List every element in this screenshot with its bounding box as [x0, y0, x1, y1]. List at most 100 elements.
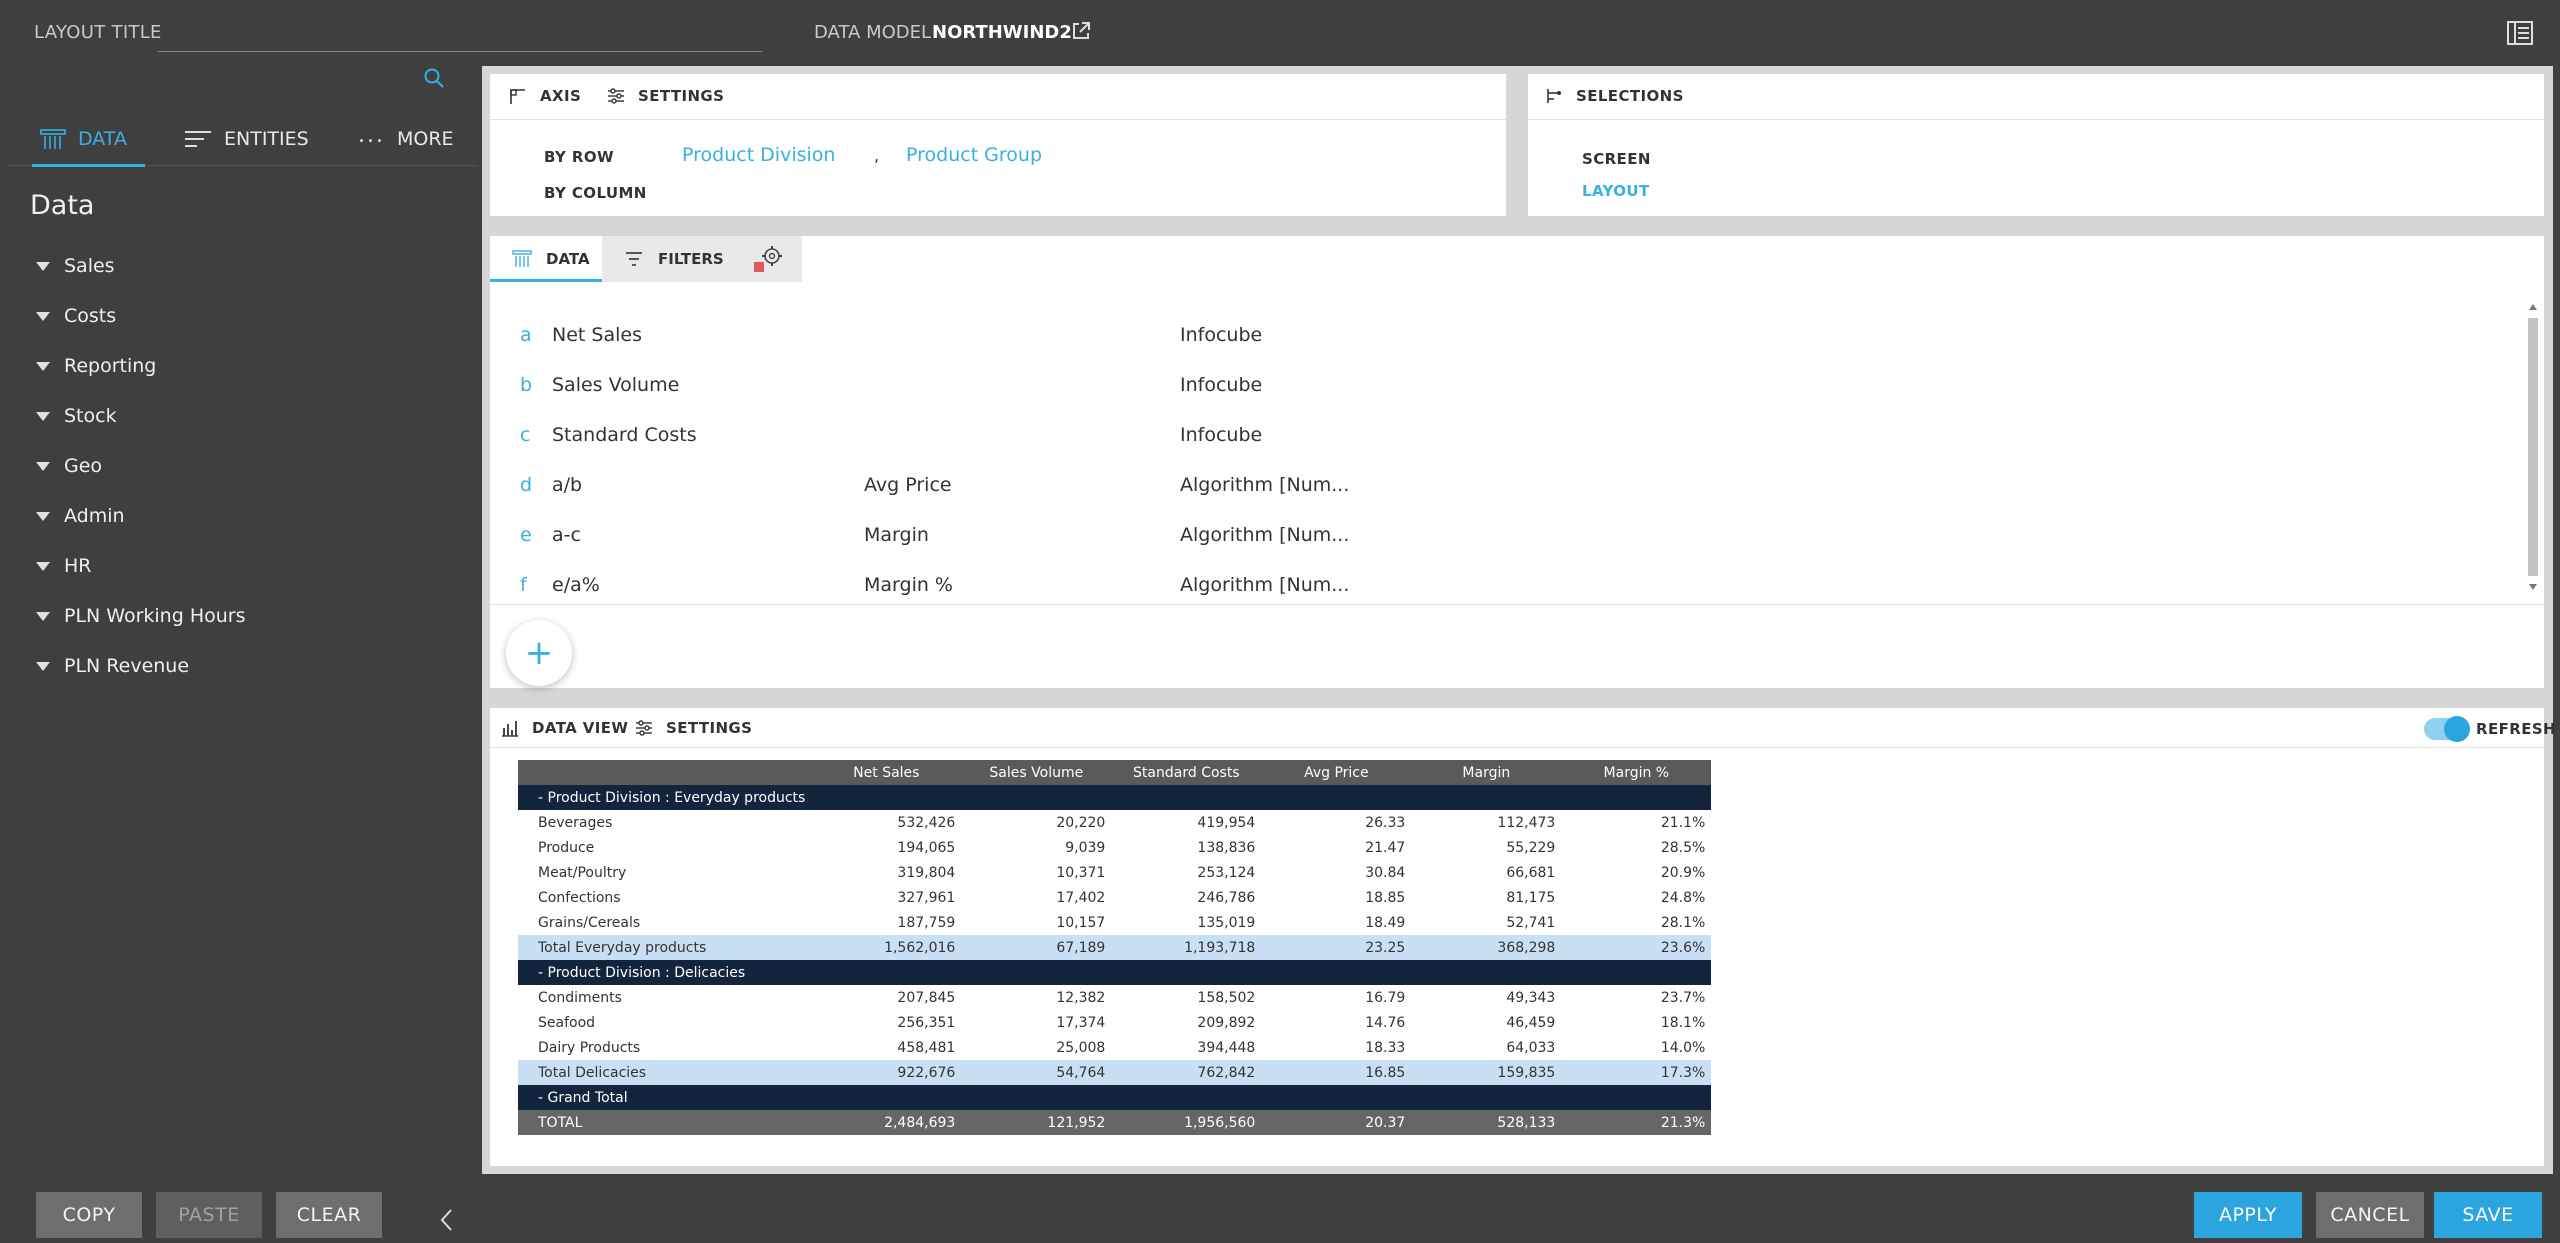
cell-value: 458,481 — [811, 1035, 962, 1060]
table-row: - Product Division : Everyday products — [518, 785, 1712, 810]
cell-value: 1,193,718 — [1111, 935, 1262, 960]
pivot-header-row: Net Sales Sales Volume Standard Costs Avg P… — [518, 760, 1712, 785]
cell-value: 18.49 — [1261, 910, 1412, 935]
selection-layout[interactable]: LAYOUT — [1582, 182, 1650, 200]
group-filler — [1261, 785, 1412, 810]
table-row: TOTAL 2,484,693 121,952 1,956,560 20.37 528,1… — [518, 1110, 1712, 1135]
measure-letter: c — [520, 424, 531, 446]
column-header[interactable]: Net Sales — [811, 760, 962, 785]
cell-value: 16.79 — [1261, 985, 1412, 1010]
group-filler — [1261, 960, 1412, 985]
tree-item[interactable]: Reporting — [36, 355, 156, 377]
measure-row[interactable]: a Net Sales Infocube — [490, 314, 1890, 358]
measure-row[interactable]: d a/b Avg Price Algorithm [Num... — [490, 464, 1890, 508]
cell-value: 25,008 — [961, 1035, 1112, 1060]
cell-value: 1,956,560 — [1111, 1110, 1262, 1135]
expand-triangle-icon — [36, 361, 50, 371]
row-field-product-group[interactable]: Product Group — [906, 144, 1043, 166]
tab-axis[interactable]: AXIS — [508, 86, 581, 106]
tab-axis-settings[interactable]: SETTINGS — [606, 86, 724, 106]
cancel-button[interactable]: CANCEL — [2316, 1192, 2424, 1238]
cell-value: 532,426 — [811, 810, 962, 835]
data-icon — [40, 129, 66, 149]
column-header[interactable]: Standard Costs — [1111, 760, 1262, 785]
measure-formula: Net Sales — [552, 324, 642, 346]
measure-row[interactable]: f e/a% Margin % Algorithm [Num... — [490, 564, 1890, 608]
tab-advanced[interactable] — [752, 236, 792, 282]
tab-more[interactable]: ... MORE — [358, 112, 454, 166]
cell-value: 158,502 — [1111, 985, 1262, 1010]
measure-formula: Standard Costs — [552, 424, 697, 446]
paste-button[interactable]: PASTE — [156, 1192, 262, 1238]
layout-title-input[interactable] — [158, 16, 762, 52]
cell-value: 135,019 — [1111, 910, 1262, 935]
column-header[interactable]: Margin — [1411, 760, 1562, 785]
row-label: - Grand Total — [518, 1085, 812, 1110]
measure-row[interactable]: c Standard Costs Infocube — [490, 414, 1890, 458]
tree-item[interactable]: HR — [36, 555, 92, 577]
column-header[interactable]: Margin % — [1561, 760, 1712, 785]
measure-row[interactable]: e a-c Margin Algorithm [Num... — [490, 514, 1890, 558]
tree-item[interactable]: PLN Revenue — [36, 655, 189, 677]
cell-value: 112,473 — [1411, 810, 1562, 835]
tree-item[interactable]: Costs — [36, 305, 116, 327]
cell-value: 207,845 — [811, 985, 962, 1010]
measures-scrollbar[interactable] — [2526, 302, 2540, 592]
chart-bars-icon — [502, 721, 518, 737]
cell-value: 49,343 — [1411, 985, 1562, 1010]
expand-triangle-icon — [36, 661, 50, 671]
measure-row[interactable]: b Sales Volume Infocube — [490, 364, 1890, 408]
row-label: Condiments — [518, 985, 812, 1010]
clear-button[interactable]: CLEAR — [276, 1192, 382, 1238]
data-view-settings-label: SETTINGS — [666, 719, 753, 737]
tab-axis-settings-label: SETTINGS — [638, 87, 725, 105]
add-measure-button[interactable]: + — [506, 620, 572, 686]
tab-entities[interactable]: ENTITIES — [184, 112, 309, 166]
measure-source: Infocube — [1180, 374, 1263, 396]
copy-button[interactable]: COPY — [36, 1192, 142, 1238]
tab-filters[interactable]: FILTERS — [624, 236, 724, 282]
row-label: Grains/Cereals — [518, 910, 812, 935]
table-row: Beverages 532,426 20,220 419,954 26.33 112,47… — [518, 810, 1712, 835]
collapse-sidebar-icon[interactable] — [436, 1206, 458, 1234]
data-model-label: DATA MODEL — [814, 22, 932, 43]
save-button[interactable]: SAVE — [2434, 1192, 2542, 1238]
row-label: Dairy Products — [518, 1035, 812, 1060]
data-panel: DATA FILTERS — [490, 236, 2544, 688]
refresh-toggle[interactable] — [2424, 716, 2470, 742]
cell-value: 187,759 — [811, 910, 962, 935]
row-label: Seafood — [518, 1010, 812, 1035]
tree-item[interactable]: Admin — [36, 505, 125, 527]
selection-screen[interactable]: SCREEN — [1582, 150, 1651, 168]
row-field-product-division[interactable]: Product Division — [682, 144, 836, 166]
cell-value: 209,892 — [1111, 1010, 1262, 1035]
tab-data[interactable]: DATA — [32, 112, 145, 167]
row-label: Total Delicacies — [518, 1060, 812, 1085]
data-view-title[interactable]: DATA VIEW — [500, 718, 628, 738]
selections-title: SELECTIONS — [1544, 86, 1684, 106]
table-row: Meat/Poultry 319,804 10,371 253,124 30.84 66,… — [518, 860, 1712, 885]
cell-value: 138,836 — [1111, 835, 1262, 860]
tree-item[interactable]: Geo — [36, 455, 102, 477]
column-header[interactable]: Sales Volume — [961, 760, 1112, 785]
apply-button[interactable]: APPLY — [2194, 1192, 2302, 1238]
tree-item[interactable]: PLN Working Hours — [36, 605, 246, 627]
layout-list-icon[interactable] — [2506, 20, 2534, 46]
top-bar: LAYOUT TITLE DATA MODEL NORTHWIND2 — [0, 0, 2560, 66]
data-view-settings[interactable]: SETTINGS — [634, 718, 752, 738]
tab-measures-data[interactable]: DATA — [490, 236, 602, 282]
cell-value: 21.1% — [1561, 810, 1712, 835]
search-icon[interactable] — [422, 66, 446, 90]
external-link-icon[interactable] — [1070, 20, 1092, 42]
row-label: - Product Division : Delicacies — [518, 960, 812, 985]
measure-letter: f — [520, 574, 527, 596]
column-header[interactable]: Avg Price — [1261, 760, 1412, 785]
tree-item[interactable]: Sales — [36, 255, 115, 277]
measure-source: Algorithm [Num... — [1180, 574, 1350, 596]
cell-value: 2,484,693 — [811, 1110, 962, 1135]
cell-value: 319,804 — [811, 860, 962, 885]
cell-value: 20.9% — [1561, 860, 1712, 885]
expand-triangle-icon — [36, 561, 50, 571]
measure-formula: a/b — [552, 474, 583, 496]
tree-item[interactable]: Stock — [36, 405, 117, 427]
